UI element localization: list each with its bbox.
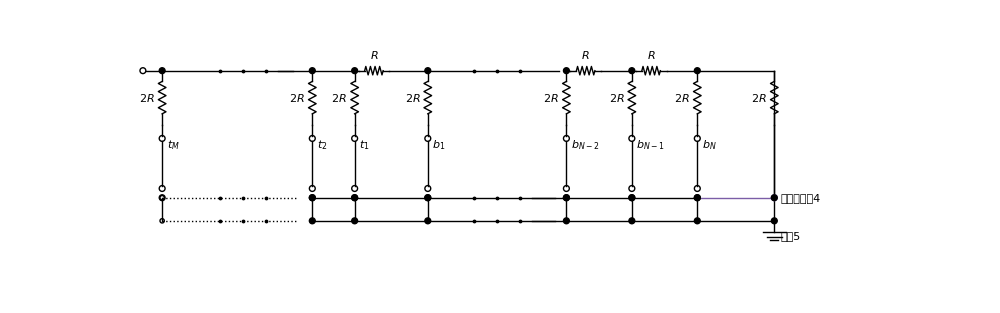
Text: $t_1$: $t_1$	[359, 138, 370, 152]
Text: 基准电压源4: 基准电压源4	[780, 193, 821, 203]
Text: $2R$: $2R$	[609, 92, 624, 104]
Circle shape	[629, 218, 635, 224]
Text: $R$: $R$	[581, 49, 590, 61]
Circle shape	[309, 218, 315, 224]
Text: $t_M$: $t_M$	[167, 138, 180, 152]
Text: $R$: $R$	[370, 49, 378, 61]
Circle shape	[352, 218, 358, 224]
Text: $t_2$: $t_2$	[317, 138, 327, 152]
Circle shape	[563, 218, 569, 224]
Circle shape	[771, 218, 777, 224]
Circle shape	[563, 68, 569, 74]
Text: $2R$: $2R$	[139, 92, 155, 104]
Circle shape	[425, 218, 431, 224]
Circle shape	[425, 195, 431, 201]
Circle shape	[425, 68, 431, 74]
Circle shape	[159, 68, 165, 74]
Circle shape	[352, 195, 358, 201]
Circle shape	[629, 195, 635, 201]
Text: $b_{N-2}$: $b_{N-2}$	[571, 138, 600, 152]
Text: $b_N$: $b_N$	[702, 138, 717, 152]
Circle shape	[771, 195, 777, 201]
Text: $2R$: $2R$	[405, 92, 420, 104]
Text: $2R$: $2R$	[543, 92, 559, 104]
Text: $2R$: $2R$	[331, 92, 347, 104]
Circle shape	[694, 195, 700, 201]
Text: 地线5: 地线5	[780, 231, 801, 241]
Circle shape	[309, 195, 315, 201]
Text: $b_1$: $b_1$	[432, 138, 446, 152]
Text: $R$: $R$	[647, 49, 655, 61]
Circle shape	[563, 195, 569, 201]
Circle shape	[694, 68, 700, 74]
Circle shape	[694, 218, 700, 224]
Circle shape	[629, 68, 635, 74]
Circle shape	[352, 68, 358, 74]
Text: $2R$: $2R$	[751, 92, 767, 104]
Text: $b_{N-1}$: $b_{N-1}$	[636, 138, 665, 152]
Text: $2R$: $2R$	[289, 92, 305, 104]
Circle shape	[309, 68, 315, 74]
Text: $2R$: $2R$	[674, 92, 690, 104]
